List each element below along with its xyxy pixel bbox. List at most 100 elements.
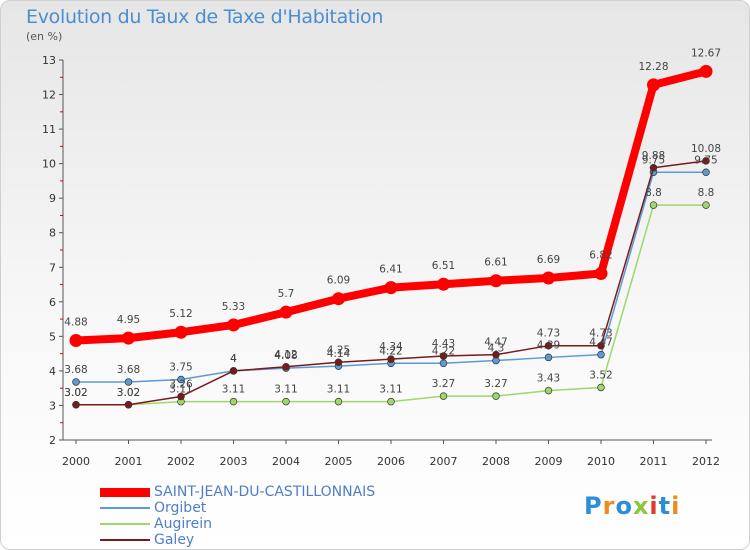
legend-label: Orgibet bbox=[154, 500, 207, 516]
data-label: 6.69 bbox=[537, 254, 560, 266]
data-label: 4.88 bbox=[64, 317, 87, 329]
legend-swatch bbox=[100, 487, 150, 497]
data-point bbox=[492, 392, 500, 400]
data-label: 8.8 bbox=[698, 187, 715, 199]
data-label: 4.73 bbox=[589, 328, 612, 340]
data-label: 3.26 bbox=[169, 378, 193, 390]
data-point bbox=[124, 401, 133, 409]
data-label: 4.43 bbox=[432, 338, 455, 350]
legend-swatch bbox=[100, 539, 150, 541]
data-point bbox=[649, 164, 658, 172]
data-point bbox=[282, 363, 290, 371]
logo-letter: t bbox=[658, 492, 672, 520]
x-tick-label: 2002 bbox=[167, 455, 195, 468]
x-tick-label: 2007 bbox=[430, 455, 458, 468]
x-tick-label: 2011 bbox=[640, 455, 668, 468]
legend-swatch bbox=[100, 507, 150, 509]
data-label: 10.08 bbox=[691, 143, 721, 155]
y-tick-label: 11 bbox=[42, 123, 56, 136]
x-tick-label: 2010 bbox=[587, 455, 615, 468]
data-point bbox=[227, 318, 240, 332]
data-label: 3.11 bbox=[169, 384, 192, 396]
data-label: 3.27 bbox=[432, 378, 455, 390]
data-point bbox=[177, 375, 185, 384]
y-tick-label: 13 bbox=[42, 54, 56, 67]
data-point bbox=[177, 392, 185, 401]
data-point bbox=[597, 350, 605, 359]
logo-letter: x bbox=[632, 492, 650, 520]
data-point bbox=[174, 325, 188, 339]
data-point bbox=[387, 355, 395, 363]
data-point bbox=[597, 383, 605, 392]
data-point bbox=[72, 378, 80, 386]
data-label: 3.11 bbox=[379, 384, 402, 396]
data-label: 4.73 bbox=[537, 328, 560, 340]
data-label: 8.8 bbox=[645, 187, 662, 199]
x-tick-label: 2008 bbox=[482, 455, 510, 468]
data-point bbox=[544, 341, 553, 350]
data-point bbox=[334, 358, 343, 367]
y-tick-label: 6 bbox=[49, 296, 56, 309]
data-point bbox=[594, 266, 608, 280]
data-point bbox=[387, 397, 395, 406]
data-label: 4.22 bbox=[432, 345, 455, 357]
y-tick-label: 5 bbox=[49, 330, 56, 343]
proxiti-logo: Proxiti bbox=[584, 492, 680, 520]
series-line-0 bbox=[72, 67, 710, 345]
data-label: 5.7 bbox=[278, 288, 295, 300]
x-tick-label: 2001 bbox=[115, 455, 143, 468]
x-tick-label: 2000 bbox=[62, 455, 90, 468]
data-label: 5.12 bbox=[169, 308, 192, 320]
data-label: 3.02 bbox=[64, 387, 87, 399]
data-label: 4 bbox=[230, 353, 237, 365]
x-tick-label: 2006 bbox=[377, 455, 405, 468]
data-label: 3.02 bbox=[117, 387, 140, 399]
data-label: 4.12 bbox=[274, 349, 297, 361]
data-label: 3.02 bbox=[117, 387, 140, 399]
data-label: 6.09 bbox=[327, 275, 350, 287]
data-label: 4.14 bbox=[327, 348, 351, 360]
data-point bbox=[542, 271, 555, 285]
x-tick-label: 2003 bbox=[220, 455, 248, 468]
data-point bbox=[334, 397, 343, 406]
data-point bbox=[332, 292, 345, 306]
data-point bbox=[597, 341, 605, 350]
data-point bbox=[544, 386, 553, 395]
data-label: 3.68 bbox=[117, 364, 140, 376]
y-tick-label: 10 bbox=[42, 158, 56, 171]
data-point bbox=[282, 397, 290, 406]
data-label: 9.88 bbox=[642, 150, 665, 162]
data-label: 6.61 bbox=[484, 257, 507, 269]
y-tick-label: 8 bbox=[49, 227, 56, 240]
logo-letter: o bbox=[615, 492, 633, 520]
data-label: 3.02 bbox=[64, 387, 87, 399]
data-point bbox=[439, 359, 448, 368]
logo-letter: i bbox=[671, 492, 681, 520]
data-label: 4.47 bbox=[484, 337, 507, 349]
data-label: 3.11 bbox=[222, 384, 245, 396]
data-label: 4.22 bbox=[379, 345, 402, 357]
data-label: 3.52 bbox=[589, 369, 612, 381]
data-point bbox=[489, 274, 503, 288]
y-tick-label: 12 bbox=[42, 89, 56, 102]
legend-label: Galey bbox=[154, 532, 195, 548]
data-point bbox=[702, 157, 710, 165]
data-label: 12.28 bbox=[638, 61, 668, 73]
data-label: 3.68 bbox=[64, 364, 87, 376]
data-label: 4.47 bbox=[589, 337, 612, 349]
data-label: 9.75 bbox=[642, 154, 665, 166]
y-tick-label: 7 bbox=[49, 261, 56, 274]
data-point bbox=[384, 281, 398, 295]
data-label: 4.25 bbox=[327, 344, 350, 356]
logo-letter: i bbox=[649, 492, 659, 520]
data-point bbox=[439, 392, 448, 400]
x-tick-label: 2004 bbox=[272, 455, 300, 468]
chart-title: Evolution du Taux de Taxe d'Habitation bbox=[26, 6, 384, 28]
data-point bbox=[702, 201, 710, 209]
y-tick-label: 2 bbox=[49, 434, 56, 447]
data-label: 3.27 bbox=[484, 378, 507, 390]
chart-unit-label: (en %) bbox=[26, 30, 63, 43]
y-tick-label: 9 bbox=[49, 192, 56, 205]
